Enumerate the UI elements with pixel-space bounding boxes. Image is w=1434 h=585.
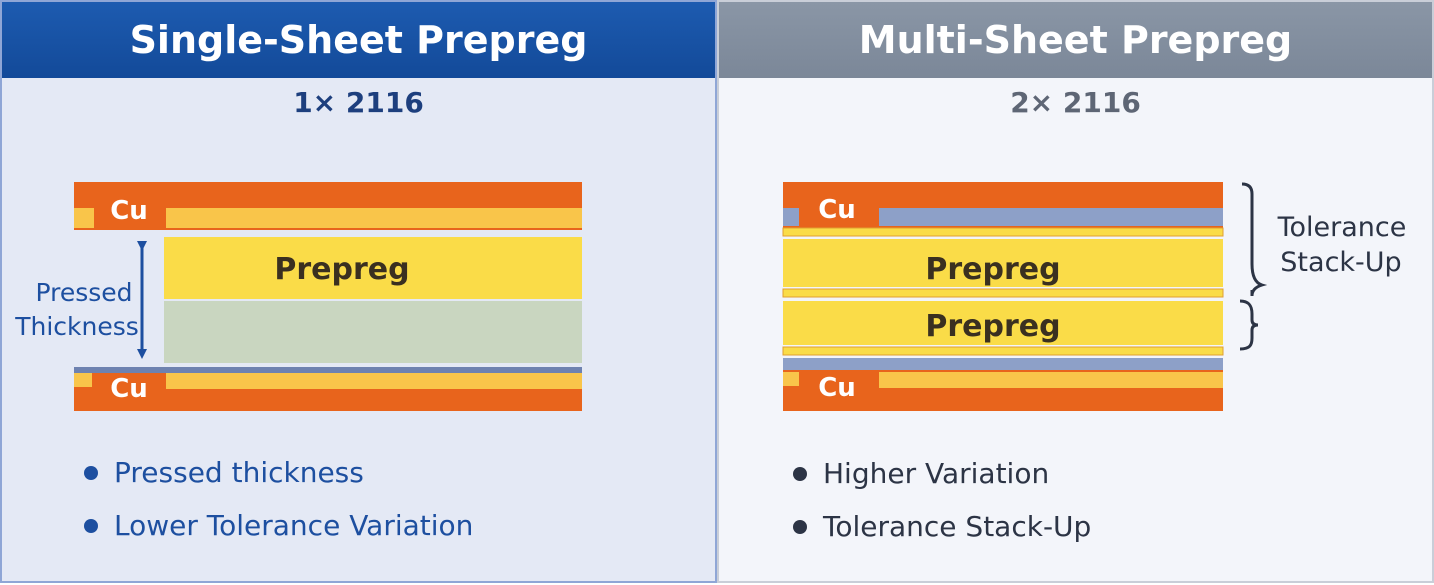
thin-prepreg-bottom [782, 346, 1224, 356]
multi-sheet-bullets: Higher Variation Tolerance Stack-Up [793, 447, 1091, 553]
prepreg-layer [164, 237, 582, 299]
bottom-cu-label: Cu [818, 373, 856, 403]
top-foil-edge [74, 208, 94, 228]
top-cu-label: Cu [818, 195, 856, 225]
prepreg-label-1: Prepreg [925, 252, 1060, 287]
single-sheet-title: Single-Sheet Prepreg [129, 18, 588, 62]
prepreg-layer-2 [783, 301, 1223, 345]
prepreg-label: Prepreg [274, 252, 409, 287]
tolerance-label: Tolerance [1277, 212, 1407, 243]
bottom-foil-layer [166, 373, 582, 389]
bullet-dot [793, 519, 807, 534]
multi-sheet-panel: Multi-Sheet Prepreg 2× 2116 Cu Prepreg P… [717, 0, 1434, 583]
top-cu-label: Cu [110, 196, 148, 226]
list-item: Higher Variation [793, 447, 1091, 500]
bottom-foil-edge [783, 372, 799, 386]
thin-prepreg-top [782, 227, 1224, 237]
tolerance-brace-large [1241, 182, 1268, 297]
bottom-foil-edge [74, 373, 92, 387]
top-copper-layer [74, 182, 582, 208]
multi-sheet-stack-diagram: Cu Prepreg Prepreg Cu Tolerance Stack-Up [782, 182, 1407, 411]
top-copper-layer [783, 182, 1223, 206]
bottom-blue-layer [783, 358, 1223, 370]
top-foil-layer [166, 208, 582, 228]
multi-sheet-subtitle: 2× 2116 [1010, 86, 1141, 119]
bottom-foil-layer [879, 372, 1223, 388]
bottom-cu-label: Cu [110, 374, 148, 404]
top-blue-edge [783, 208, 799, 226]
list-item: Tolerance Stack-Up [793, 500, 1091, 553]
core-layer [164, 301, 582, 363]
tolerance-brace-small [1239, 299, 1259, 351]
top-blue-layer [879, 208, 1223, 226]
pressed-label: Pressed [35, 278, 132, 307]
single-sheet-bullets: Pressed thickness Lower Tolerance Variat… [84, 446, 473, 552]
single-sheet-header: Single-Sheet Prepreg [2, 2, 715, 78]
multi-sheet-header: Multi-Sheet Prepreg [719, 2, 1432, 78]
bullet-dot [84, 465, 98, 480]
thin-prepreg-mid [782, 288, 1224, 298]
bullet-dot [793, 466, 807, 481]
prepreg-layer-1 [783, 239, 1223, 287]
list-item: Lower Tolerance Variation [84, 499, 473, 552]
single-sheet-panel: Single-Sheet Prepreg 1× 2116 Cu Prepreg [0, 0, 717, 583]
prepreg-label-2: Prepreg [925, 309, 1060, 344]
thickness-label: Thickness [14, 312, 139, 341]
list-item: Pressed thickness [84, 446, 473, 499]
single-sheet-subtitle: 1× 2116 [293, 86, 424, 119]
stack-up-label: Stack-Up [1280, 247, 1401, 278]
bullet-dot [84, 518, 98, 533]
bottom-inner-line [74, 367, 582, 373]
multi-sheet-title: Multi-Sheet Prepreg [858, 18, 1293, 62]
single-sheet-stack-diagram: Cu Prepreg Cu Pressed Thickness [14, 182, 582, 411]
